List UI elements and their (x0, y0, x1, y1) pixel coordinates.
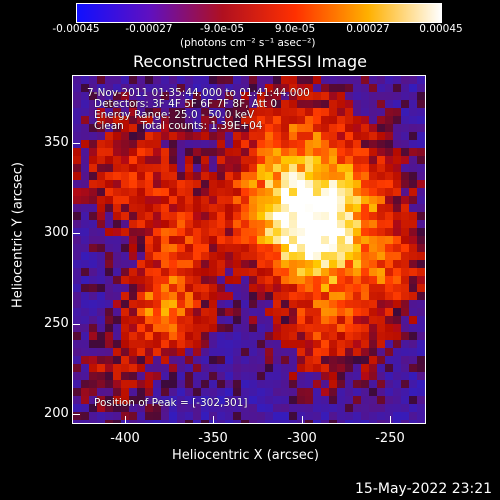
x-tick-label: -300 (287, 431, 317, 446)
solar-hxr-image (73, 76, 425, 423)
colorbar-tick-label: -9.0e-05 (199, 23, 245, 35)
y-tick-label: 350 (44, 135, 69, 150)
y-tick-mark (72, 324, 80, 325)
method-counts-label: Clean Total counts: 1.39E+04 (94, 120, 263, 132)
y-tick-mark (72, 414, 80, 415)
colorbar-tick-label: 0.00027 (346, 23, 390, 35)
colorbar-unit-label: (photons cm⁻² s⁻¹ asec⁻²) (180, 37, 316, 49)
x-tick-mark (125, 416, 126, 424)
plot-datestamp: 15-May-2022 23:21 (355, 481, 493, 497)
y-tick-mark (72, 143, 80, 144)
x-tick-label: -400 (110, 431, 140, 446)
y-tick-label: 300 (44, 225, 69, 240)
colorbar (76, 3, 442, 23)
x-tick-mark (302, 416, 303, 424)
detectors-label: Detectors: 3F 4F 5F 6F 7F 8F, Att 0 (94, 98, 278, 110)
x-tick-label: -350 (198, 431, 228, 446)
y-axis-title: Heliocentric Y (arcsec) (10, 162, 26, 308)
colorbar-tick-label: 9.0e-05 (274, 23, 316, 35)
y-tick-label: 250 (44, 316, 69, 331)
energy-range-label: Energy Range: 25.0 - 50.0 keV (94, 109, 255, 121)
y-tick-label: 200 (44, 406, 69, 421)
colorbar-tick-label: 0.00045 (419, 23, 463, 35)
colorbar-tick-label: -0.00045 (52, 23, 100, 35)
colorbar-tick-label: -0.00027 (125, 23, 173, 35)
x-tick-label: -250 (375, 431, 405, 446)
solar-image-plot: 7-Nov-2011 01:35:44.000 to 01:41:44.000 … (72, 75, 426, 424)
x-axis-title: Heliocentric X (arcsec) (172, 448, 319, 463)
image-title: Reconstructed RHESSI Image (133, 52, 367, 71)
y-tick-mark (72, 233, 80, 234)
x-tick-mark (390, 416, 391, 424)
x-tick-mark (213, 416, 214, 424)
time-range-label: 7-Nov-2011 01:35:44.000 to 01:41:44.000 (87, 87, 310, 99)
peak-position-label: Position of Peak = [-302,301] (94, 397, 248, 409)
